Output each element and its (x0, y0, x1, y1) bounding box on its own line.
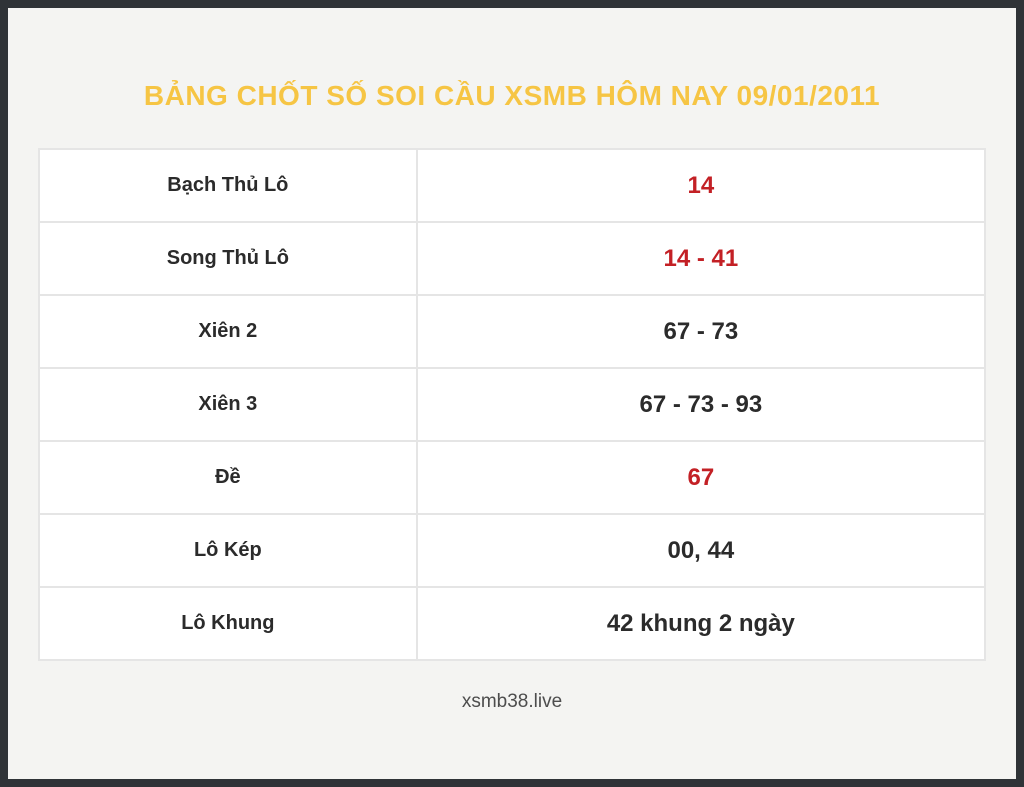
row-label-song-thu-lo: Song Thủ Lô (40, 223, 416, 294)
site-watermark: xsmb38.live (461, 691, 563, 712)
row-value-song-thu-lo: 14 - 41 (417, 223, 984, 294)
prediction-table: Bạch Thủ Lô 14 Song Thủ Lô 14 - 41 Xiên … (38, 148, 986, 661)
row-value-de: 67 (417, 442, 984, 513)
row-value-lo-kep: 00, 44 (417, 515, 984, 586)
row-value-bach-thu-lo: 14 (417, 150, 984, 221)
row-label-lo-khung: Lô Khung (40, 588, 416, 659)
row-label-bach-thu-lo: Bạch Thủ Lô (40, 150, 416, 221)
row-label-xien-3: Xiên 3 (40, 369, 416, 440)
row-label-lo-kep: Lô Kép (40, 515, 416, 586)
row-label-de: Đề (40, 442, 416, 513)
row-label-xien-2: Xiên 2 (40, 296, 416, 367)
page-title: BẢNG CHỐT SỐ SOI CẦU XSMB HÔM NAY 09/01/… (143, 80, 881, 111)
row-value-xien-3: 67 - 73 - 93 (417, 369, 984, 440)
row-value-xien-2: 67 - 73 (417, 296, 984, 367)
row-value-lo-khung: 42 khung 2 ngày (417, 588, 984, 659)
